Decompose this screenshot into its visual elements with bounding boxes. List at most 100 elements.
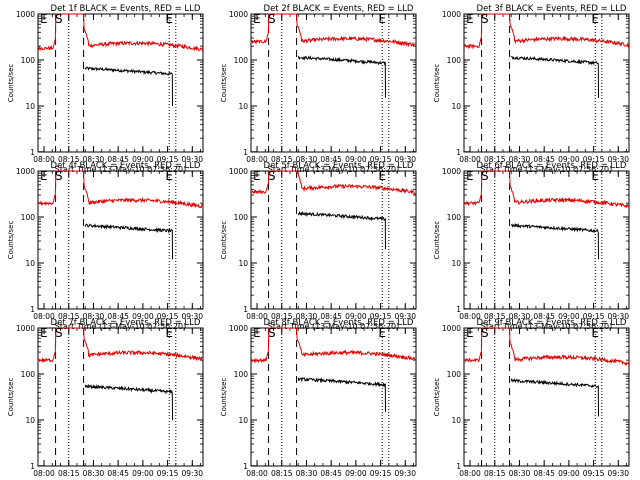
x-tick-label: 09:00 <box>558 312 580 321</box>
x-tick-label: 09:15 <box>583 469 605 478</box>
edge-marker-label: E <box>40 12 48 26</box>
events-series-line <box>84 223 173 260</box>
events-series-line <box>510 222 599 260</box>
events-series-line <box>297 377 386 412</box>
x-tick-label: 08:45 <box>533 469 555 478</box>
y-tick-label: 10 <box>25 416 35 425</box>
x-tick-label: 09:15 <box>370 155 392 164</box>
chart-panel-1: Det 1f BLACK = Events, RED = LLD 1 10 100 10… <box>7 4 204 174</box>
x-tick-label: 08:15 <box>484 155 506 164</box>
x-tick-label: 09:30 <box>607 469 629 478</box>
y-tick-label: 1000 <box>16 324 35 333</box>
x-tick-label: 08:15 <box>58 312 80 321</box>
edge-marker-label: E <box>253 326 261 340</box>
lld-series-line <box>250 13 417 48</box>
x-tick-label: 08:30 <box>509 155 531 164</box>
y-tick-label: 100 <box>447 213 462 222</box>
x-axis-label: Start Time (13-May-10 07:56:20) <box>55 165 186 174</box>
y-tick-label: 100 <box>234 370 249 379</box>
y-tick-label: 10 <box>451 102 461 111</box>
start-marker-label: S <box>268 12 276 26</box>
y-axis-label: Counts/sec <box>220 221 228 260</box>
y-tick-label: 10 <box>238 416 248 425</box>
plot-frame <box>463 327 630 467</box>
y-tick-label: 1 <box>30 148 35 157</box>
y-tick-label: 1 <box>243 305 248 314</box>
x-tick-label: 09:30 <box>394 312 416 321</box>
chart-panel-9: Det 9f BLACK = Events, RED = LLD 1 10 100 10… <box>433 318 630 480</box>
y-tick-label: 100 <box>234 213 249 222</box>
start-marker-label: S <box>55 12 63 26</box>
y-axis-label: Counts/sec <box>433 221 441 260</box>
start-marker-label: S <box>481 169 489 183</box>
x-tick-label: 09:00 <box>132 312 154 321</box>
y-tick-label: 1 <box>243 462 248 471</box>
chart-panel-7: Det 7f BLACK = Events, RED = LLD 1 10 100 10… <box>7 318 204 480</box>
x-tick-label: 08:00 <box>246 155 268 164</box>
y-tick-label: 10 <box>451 416 461 425</box>
x-axis-label: Start Time (13-May-10 07:56:20) <box>481 322 612 331</box>
y-tick-label: 100 <box>447 370 462 379</box>
events-series-line <box>510 378 599 417</box>
chart-panel-6: Det 6f BLACK = Events, RED = LLD 1 10 100 10… <box>433 161 630 331</box>
chart-title: Det 6f BLACK = Events, RED = LLD <box>477 161 627 171</box>
y-tick-label: 1 <box>456 305 461 314</box>
chart-title: Det 1f BLACK = Events, RED = LLD <box>51 4 201 14</box>
y-tick-label: 1000 <box>442 167 461 176</box>
y-axis-label: Counts/sec <box>433 64 441 103</box>
start-marker-label: S <box>481 12 489 26</box>
lld-series-line <box>250 327 416 364</box>
x-tick-label: 08:30 <box>296 312 318 321</box>
x-tick-label: 08:45 <box>320 155 342 164</box>
y-tick-label: 1 <box>243 148 248 157</box>
x-axis-label: Start Time (13-May-10 07:56:20) <box>268 322 399 331</box>
x-tick-label: 08:15 <box>484 469 506 478</box>
x-tick-label: 08:30 <box>83 469 105 478</box>
events-series-line <box>297 210 386 250</box>
chart-title: Det 9f BLACK = Events, RED = LLD <box>477 318 627 328</box>
x-tick-label: 08:00 <box>33 469 55 478</box>
y-tick-label: 100 <box>234 56 249 65</box>
x-axis-label: Start Time (13-May-10 07:56:20) <box>268 165 399 174</box>
edge-marker-label: E <box>466 169 474 183</box>
y-tick-label: 1000 <box>16 167 35 176</box>
events-series-line <box>84 383 173 421</box>
end-marker-label: E <box>378 169 386 183</box>
x-tick-label: 08:45 <box>533 155 555 164</box>
x-tick-label: 09:15 <box>583 155 605 164</box>
y-tick-label: 1 <box>30 462 35 471</box>
end-marker-label: E <box>165 326 173 340</box>
events-series-line <box>84 66 173 107</box>
y-tick-label: 100 <box>447 56 462 65</box>
x-tick-label: 08:00 <box>33 155 55 164</box>
lld-series-line <box>38 13 204 52</box>
chart-title: Det 7f BLACK = Events, RED = LLD <box>51 318 201 328</box>
edge-marker-label: E <box>253 169 261 183</box>
x-tick-label: 09:15 <box>370 469 392 478</box>
y-tick-label: 100 <box>21 56 36 65</box>
plot-frame <box>463 170 630 310</box>
edge-marker-label: E <box>253 12 261 26</box>
events-series-line <box>297 55 386 98</box>
x-tick-label: 09:00 <box>558 155 580 164</box>
edge-marker-label: E <box>466 12 474 26</box>
start-marker-label: S <box>55 326 63 340</box>
x-tick-label: 08:15 <box>58 469 80 478</box>
x-tick-label: 09:30 <box>181 469 203 478</box>
x-tick-label: 09:15 <box>583 312 605 321</box>
y-axis-label: Counts/sec <box>220 64 228 103</box>
plot-frame <box>250 170 417 310</box>
x-tick-label: 09:15 <box>157 312 179 321</box>
y-tick-label: 1000 <box>442 324 461 333</box>
lld-series-line <box>251 170 417 195</box>
x-tick-label: 08:15 <box>271 469 293 478</box>
x-tick-label: 08:30 <box>509 312 531 321</box>
x-tick-label: 08:45 <box>107 469 129 478</box>
end-marker-label: E <box>591 169 599 183</box>
plot-frame <box>37 170 204 310</box>
x-tick-label: 08:00 <box>246 312 268 321</box>
edge-marker-label: E <box>40 326 48 340</box>
start-marker-label: S <box>268 169 276 183</box>
x-tick-label: 08:45 <box>320 469 342 478</box>
